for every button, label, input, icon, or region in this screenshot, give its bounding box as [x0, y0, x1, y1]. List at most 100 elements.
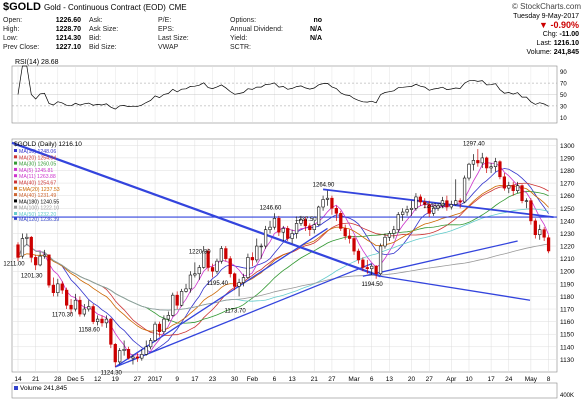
candle[interactable] [445, 195, 449, 211]
candle[interactable] [166, 311, 170, 322]
candle[interactable] [317, 205, 321, 226]
candle[interactable] [144, 340, 148, 356]
candle[interactable] [135, 353, 140, 362]
candle[interactable] [153, 321, 157, 342]
candle[interactable] [69, 298, 73, 315]
candle[interactable] [162, 315, 166, 335]
candle[interactable] [131, 354, 135, 365]
candle[interactable] [188, 271, 193, 293]
candle[interactable] [51, 277, 55, 297]
candle[interactable] [184, 283, 188, 293]
candle[interactable] [392, 225, 396, 239]
candle[interactable] [157, 321, 162, 337]
candle[interactable] [546, 235, 551, 254]
candle[interactable] [237, 278, 241, 297]
candle[interactable] [334, 205, 338, 221]
candle[interactable] [122, 340, 126, 356]
candle[interactable] [502, 173, 506, 191]
candle[interactable] [370, 263, 374, 276]
candle[interactable] [202, 246, 206, 269]
candle[interactable] [104, 315, 109, 328]
candle[interactable] [507, 181, 511, 194]
candle[interactable] [65, 287, 69, 310]
candle[interactable] [290, 229, 294, 244]
candle[interactable] [418, 194, 422, 206]
candle[interactable] [361, 257, 365, 272]
candle[interactable] [272, 213, 277, 230]
candle[interactable] [383, 233, 387, 249]
candle[interactable] [423, 198, 427, 209]
candle[interactable] [431, 205, 436, 216]
candle[interactable] [347, 229, 352, 244]
candle[interactable] [259, 243, 263, 259]
candle[interactable] [529, 198, 533, 225]
candle[interactable] [78, 296, 82, 317]
candle[interactable] [387, 230, 392, 242]
candle[interactable] [294, 220, 299, 239]
candle[interactable] [401, 208, 405, 221]
candle[interactable] [34, 254, 38, 270]
candle[interactable] [109, 317, 113, 349]
candle[interactable] [42, 249, 47, 259]
candle[interactable] [440, 196, 445, 209]
candle[interactable] [82, 303, 86, 317]
candle[interactable] [95, 315, 100, 326]
candle[interactable] [118, 348, 122, 365]
candle[interactable] [268, 220, 272, 234]
candle[interactable] [427, 200, 431, 218]
candle[interactable] [175, 291, 179, 310]
candle[interactable] [449, 200, 453, 210]
brand-logo[interactable]: © StockCharts.com [511, 2, 581, 11]
candle[interactable] [538, 224, 542, 240]
candle[interactable] [436, 203, 440, 211]
candle[interactable] [365, 259, 369, 274]
candle[interactable] [47, 254, 51, 288]
candle[interactable] [414, 193, 418, 211]
candle[interactable] [233, 272, 237, 291]
candle[interactable] [38, 252, 42, 267]
candle[interactable] [299, 215, 303, 226]
candle[interactable] [524, 198, 529, 209]
candle[interactable] [511, 181, 515, 196]
candle[interactable] [330, 195, 334, 215]
candle[interactable] [228, 256, 232, 278]
candle[interactable] [255, 238, 259, 263]
candle[interactable] [224, 246, 228, 262]
candle[interactable] [281, 225, 285, 242]
candle[interactable] [56, 278, 60, 297]
candle[interactable] [356, 248, 361, 264]
candle[interactable] [25, 233, 29, 245]
candle[interactable] [485, 156, 489, 174]
candle[interactable] [343, 224, 347, 240]
candle[interactable] [321, 195, 325, 211]
candle[interactable] [215, 258, 219, 274]
candle[interactable] [246, 253, 250, 279]
candle[interactable] [396, 212, 400, 233]
candle[interactable] [197, 264, 201, 281]
candle[interactable] [325, 190, 330, 206]
candle[interactable] [140, 349, 144, 361]
candle[interactable] [520, 184, 524, 204]
candle[interactable] [480, 152, 484, 168]
candle[interactable] [286, 225, 290, 242]
candle[interactable] [405, 205, 409, 216]
candle[interactable] [533, 218, 537, 239]
candle[interactable] [462, 175, 467, 204]
candle[interactable] [467, 162, 471, 181]
candle[interactable] [409, 200, 414, 216]
candle[interactable] [498, 160, 502, 180]
candle[interactable] [29, 235, 33, 263]
candle[interactable] [250, 252, 254, 267]
candle[interactable] [454, 179, 458, 206]
candle[interactable] [277, 215, 281, 236]
candle[interactable] [100, 315, 104, 327]
candle[interactable] [516, 181, 520, 194]
candle[interactable] [219, 246, 224, 264]
candle[interactable] [149, 337, 153, 350]
candle[interactable] [241, 273, 246, 287]
candle[interactable] [374, 264, 378, 279]
candle[interactable] [542, 227, 546, 242]
candle[interactable] [352, 235, 356, 255]
candle[interactable] [458, 198, 462, 209]
candle[interactable] [471, 154, 476, 171]
